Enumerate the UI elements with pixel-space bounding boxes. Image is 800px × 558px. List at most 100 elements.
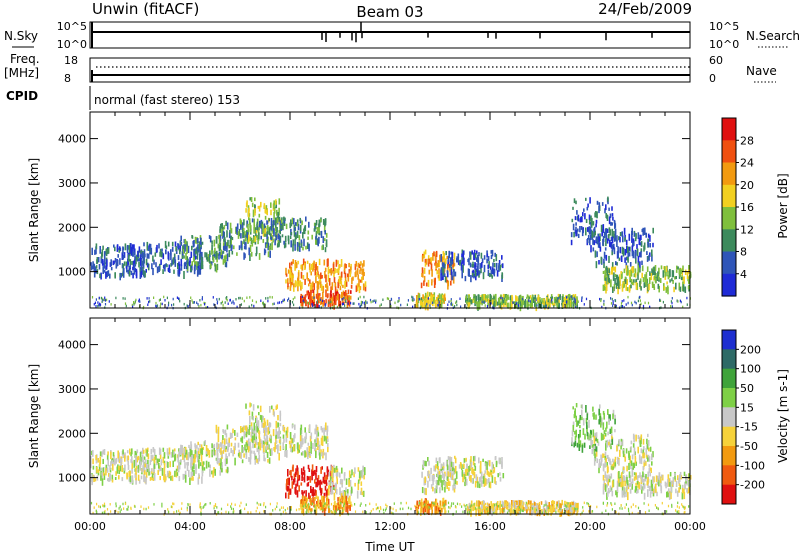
power-data-cell <box>610 297 611 300</box>
power-data-cell <box>97 301 98 304</box>
velocity-data-cell <box>238 443 240 448</box>
power-data-cell <box>296 264 298 268</box>
power-data-cell <box>585 198 587 201</box>
power-data-cell <box>465 296 467 300</box>
velocity-data-cell <box>225 431 227 435</box>
power-colorbar-tick-label: 16 <box>740 201 754 214</box>
power-data-cell <box>640 299 641 302</box>
power-data-cell <box>307 237 309 240</box>
power-data-cell <box>95 302 96 305</box>
velocity-data-cell <box>614 429 616 432</box>
velocity-data-cell <box>471 462 473 468</box>
power-data-cell <box>595 250 597 257</box>
power-data-cell <box>286 224 288 229</box>
power-data-cell <box>629 252 631 256</box>
power-data-cell <box>676 269 678 273</box>
power-data-cell <box>316 272 318 277</box>
power-y-tick-label: 1000 <box>58 266 86 279</box>
velocity-data-cell <box>290 489 292 495</box>
power-data-cell <box>200 238 202 245</box>
velocity-data-cell <box>472 467 474 474</box>
power-colorbar-tick-label: 4 <box>740 268 747 281</box>
velocity-data-cell <box>292 424 294 428</box>
nsky-tick-bottom: 10^0 <box>57 38 87 51</box>
power-data-cell <box>341 281 343 286</box>
velocity-data-cell <box>310 486 312 493</box>
power-data-cell <box>256 301 257 304</box>
power-data-cell <box>249 296 250 299</box>
velocity-data-cell <box>160 454 162 459</box>
velocity-data-cell <box>344 474 346 481</box>
power-data-cell <box>582 229 584 234</box>
velocity-data-cell <box>314 429 316 435</box>
velocity-data-cell <box>576 422 578 427</box>
power-data-cell <box>164 299 165 302</box>
power-data-cell <box>495 301 497 307</box>
power-data-cell <box>204 303 205 306</box>
power-data-cell <box>616 275 618 280</box>
power-data-cell <box>343 297 344 300</box>
velocity-data-cell <box>228 511 229 514</box>
power-data-cell <box>593 229 595 232</box>
power-data-cell <box>436 263 438 268</box>
power-data-cell <box>620 247 622 253</box>
power-data-cell <box>257 222 259 225</box>
velocity-data-cell <box>574 414 576 418</box>
velocity-data-cell <box>632 454 634 459</box>
power-data-cell <box>619 237 621 243</box>
velocity-data-cell <box>354 467 356 473</box>
power-data-cell <box>297 261 299 265</box>
velocity-data-cell <box>328 499 330 505</box>
velocity-data-cell <box>635 435 637 442</box>
velocity-data-cell <box>600 455 602 460</box>
velocity-data-cell <box>465 458 467 462</box>
velocity-data-cell <box>284 451 286 457</box>
power-data-cell <box>92 296 93 299</box>
power-data-cell <box>465 276 467 281</box>
velocity-data-cell <box>598 467 600 473</box>
power-data-cell <box>582 296 583 299</box>
velocity-data-cell <box>573 442 575 447</box>
velocity-data-cell <box>256 459 258 463</box>
power-data-cell <box>225 301 226 304</box>
power-data-cell <box>416 295 418 300</box>
power-data-cell <box>610 222 612 226</box>
power-data-cell <box>285 236 287 243</box>
power-data-cell <box>666 281 668 284</box>
power-data-cell <box>149 297 150 300</box>
power-data-cell <box>632 282 634 285</box>
power-data-cell <box>193 249 195 256</box>
nave-tick-top: 60 <box>709 54 723 67</box>
velocity-data-cell <box>644 460 646 463</box>
power-data-cell <box>238 297 239 300</box>
velocity-data-cell <box>180 459 182 462</box>
velocity-data-cell <box>504 500 506 506</box>
power-data-cell <box>621 256 623 260</box>
velocity-data-cell <box>260 406 262 412</box>
velocity-data-cell <box>628 463 630 470</box>
power-data-cell <box>267 297 268 300</box>
velocity-data-cell <box>164 463 166 468</box>
power-data-cell <box>264 249 266 256</box>
velocity-data-cell <box>216 442 218 447</box>
velocity-data-cell <box>650 492 652 498</box>
velocity-data-cell <box>222 440 224 443</box>
power-data-cell <box>471 300 473 305</box>
power-data-cell <box>336 269 338 273</box>
power-data-cell <box>135 299 136 302</box>
power-data-cell <box>160 305 161 308</box>
power-data-cell <box>314 228 316 231</box>
velocity-data-cell <box>641 434 643 438</box>
power-data-cell <box>334 268 336 274</box>
velocity-data-cell <box>624 481 626 487</box>
power-data-cell <box>302 247 304 251</box>
power-data-cell <box>468 269 470 277</box>
power-data-cell <box>623 299 624 302</box>
power-data-cell <box>611 206 613 211</box>
power-data-cell <box>197 253 199 260</box>
power-data-cell <box>178 262 180 266</box>
power-data-cell <box>249 218 251 224</box>
power-data-cell <box>127 261 129 265</box>
power-data-cell <box>487 305 488 308</box>
power-data-cell <box>305 246 307 250</box>
